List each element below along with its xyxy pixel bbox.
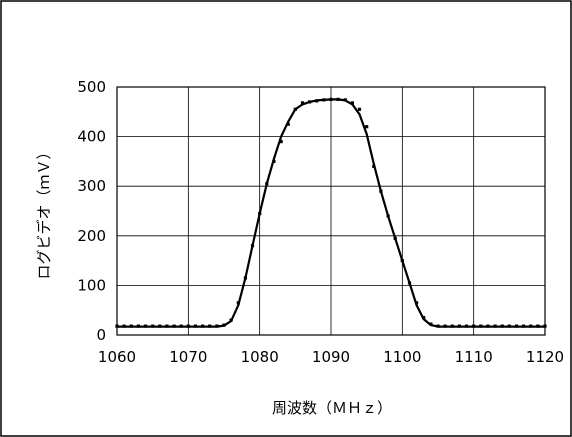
data-point-marker (357, 107, 362, 111)
y-tick-label: 0 (96, 326, 106, 344)
x-axis-label: 周波数（ＭＨｚ） (272, 399, 392, 417)
y-tick-labels: 0 100 200 300 400 500 (77, 78, 106, 344)
x-tick-label: 1070 (169, 348, 207, 366)
x-tick-label: 1110 (455, 348, 493, 366)
y-tick-label: 200 (77, 227, 106, 245)
x-tick-labels: 1060 1070 1080 1090 1100 1110 1120 (98, 348, 564, 366)
data-point-marker (279, 140, 283, 144)
x-tick-label: 1080 (241, 348, 279, 366)
x-tick-label: 1100 (383, 348, 421, 366)
data-point-marker (300, 101, 305, 105)
x-tick-label: 1120 (526, 348, 564, 366)
series-layer (115, 97, 547, 328)
plot-border (116, 86, 546, 336)
data-point-marker (365, 125, 369, 129)
y-axis-label: ログビデオ（ｍＶ） (35, 144, 53, 279)
x-tick-label: 1090 (312, 348, 350, 366)
series-line (117, 98, 545, 328)
data-point-marker (350, 101, 354, 105)
y-tick-label: 300 (77, 177, 106, 195)
y-tick-label: 400 (77, 128, 106, 146)
y-tick-label: 100 (77, 276, 106, 294)
plot-area (115, 86, 547, 336)
y-tick-label: 500 (77, 78, 106, 96)
x-tick-label: 1060 (98, 348, 136, 366)
